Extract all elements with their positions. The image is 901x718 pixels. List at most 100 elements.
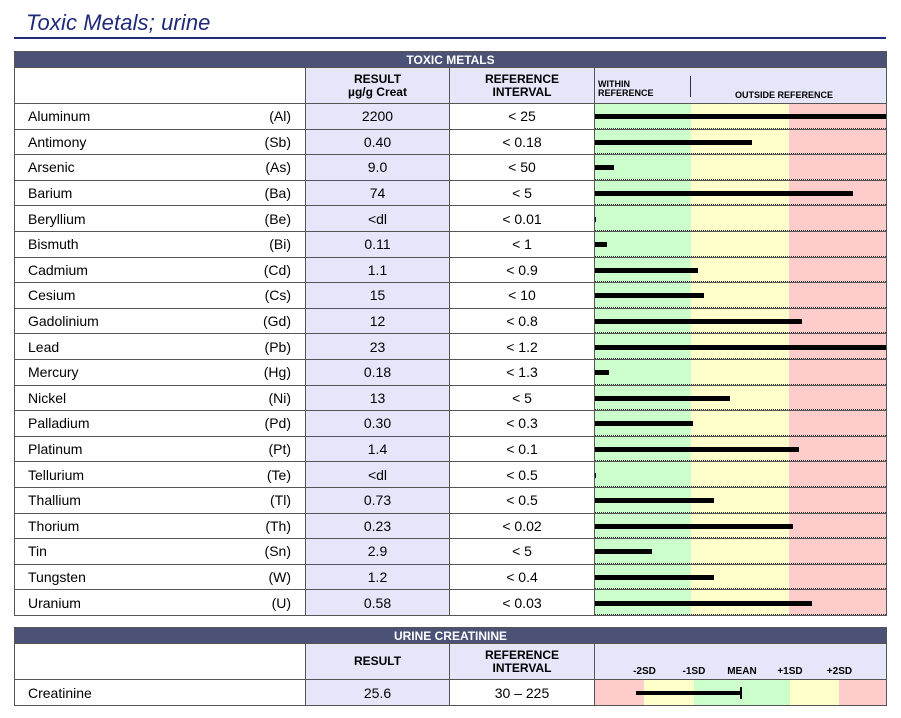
caution-zone (691, 232, 789, 257)
element-symbol: (Hg) (263, 364, 291, 381)
result-value: 23 (305, 333, 450, 360)
dotted-guide (595, 255, 886, 257)
level-bar (595, 216, 597, 222)
element-symbol: (Be) (264, 210, 291, 227)
result-value: 1.1 (305, 256, 450, 284)
caution-zone (691, 488, 789, 513)
level-bar (595, 370, 609, 376)
reference-interval: < 0.5 (449, 486, 595, 514)
reference-interval: < 1.2 (449, 333, 595, 360)
result-value: 0.58 (305, 589, 450, 616)
sd-label: +2SD (826, 666, 853, 677)
element-name: Barium (28, 185, 73, 202)
caution-zone (691, 565, 789, 589)
result-value: 0.30 (305, 410, 450, 437)
outside-reference-zone (788, 437, 886, 461)
creatinine-bar (635, 690, 741, 695)
title-rule (14, 37, 886, 39)
element-name: Aluminum (28, 108, 91, 125)
level-bar (595, 600, 812, 606)
level-graph (593, 384, 888, 412)
caution-zone (691, 360, 789, 385)
element-name-cell: (Pb) Lead (14, 333, 306, 360)
outside-reference-zone (788, 360, 886, 385)
element-name-cell: (Al) Aluminum (14, 103, 306, 130)
creatinine-reference-column-header: REFERENCE INTERVAL (449, 643, 595, 680)
element-name: Uranium (28, 594, 81, 611)
within-reference-zone (595, 360, 692, 385)
table-row: (Be) Beryllium <dl < 0.01 (14, 205, 888, 232)
within-reference-zone (595, 206, 692, 231)
dotted-guide (595, 485, 886, 487)
level-graph (593, 538, 888, 565)
result-value: 0.73 (305, 486, 450, 514)
element-name: Nickel (28, 389, 67, 406)
table-row: (Pb) Lead 23 < 1.2 (14, 333, 888, 360)
element-name-cell: (Hg) Mercury (14, 358, 306, 386)
outside-reference-zone (788, 590, 886, 615)
element-symbol: (Bi) (269, 236, 291, 253)
element-name-cell: (Pd) Palladium (14, 410, 306, 437)
creatinine-graph (594, 679, 887, 706)
table-row: (Cd) Cadmium 1.1 < 0.9 (14, 256, 888, 284)
graph-header-divider (690, 76, 691, 97)
level-graph (593, 358, 888, 386)
table-row: (Tl) Thallium 0.73 < 0.5 (14, 486, 888, 514)
reference-interval: < 0.4 (449, 563, 595, 591)
dotted-guide (595, 306, 886, 308)
reference-interval: < 5 (449, 179, 595, 207)
table-row: (Th) Thorium 0.23 < 0.02 (14, 512, 888, 540)
level-bar (595, 523, 793, 529)
level-bar (595, 574, 715, 580)
reference-interval: < 0.02 (449, 512, 595, 540)
caution-zone (691, 155, 789, 180)
creatinine-reference-header-line1: REFERENCE (484, 647, 559, 662)
reference-header-line2: INTERVAL (492, 84, 552, 99)
element-name: Lead (28, 338, 60, 355)
result-value: 74 (305, 179, 450, 207)
element-name-cell: (W) Tungsten (14, 563, 306, 591)
level-graph (593, 179, 888, 207)
element-symbol: (Tl) (270, 492, 291, 509)
element-name: Tin (28, 543, 47, 560)
table-row: (Ni) Nickel 13 < 5 (14, 384, 888, 412)
outside-reference-zone (788, 206, 886, 231)
dotted-guide (595, 383, 886, 385)
dotted-guide (595, 332, 886, 333)
table-row: (Cs) Cesium 15 < 10 (14, 282, 888, 309)
outside-reference-zone (788, 411, 886, 436)
reference-interval: < 10 (449, 282, 595, 309)
name-column-header (14, 67, 306, 104)
within-reference-zone (595, 232, 692, 257)
level-bar (595, 421, 693, 427)
caution-zone (691, 258, 789, 282)
within-reference-header: WITHIN REFERENCE (598, 80, 654, 98)
above-1sd-zone (789, 680, 840, 705)
element-symbol: (Pt) (268, 441, 291, 458)
element-name: Cadmium (28, 261, 88, 278)
reference-interval: < 50 (449, 154, 595, 181)
dotted-guide (595, 562, 886, 564)
outside-reference-zone (788, 462, 886, 487)
level-bar (595, 293, 705, 299)
level-bar (595, 319, 802, 325)
outside-reference-zone (788, 155, 886, 180)
element-name: Palladium (28, 415, 90, 432)
level-bar (595, 447, 799, 453)
creatinine-result: 25.6 (305, 679, 450, 706)
outside-reference-zone (788, 565, 886, 589)
level-graph (593, 435, 888, 463)
dotted-guide (595, 588, 886, 589)
table-row: (Ba) Barium 74 < 5 (14, 179, 888, 207)
element-name-cell: (Cd) Cadmium (14, 256, 306, 284)
dotted-guide (595, 613, 886, 615)
element-name-cell: (Th) Thorium (14, 512, 306, 540)
sd-label: MEAN (727, 666, 757, 677)
element-name: Beryllium (28, 210, 86, 227)
element-name: Thorium (28, 517, 80, 534)
table-row: (Sb) Antimony 0.40 < 0.18 (14, 128, 888, 156)
element-symbol: (Al) (269, 108, 291, 125)
outside-reference-zone (788, 283, 886, 308)
element-name-cell: (Pt) Platinum (14, 435, 306, 463)
element-name-cell: (Be) Beryllium (14, 205, 306, 232)
